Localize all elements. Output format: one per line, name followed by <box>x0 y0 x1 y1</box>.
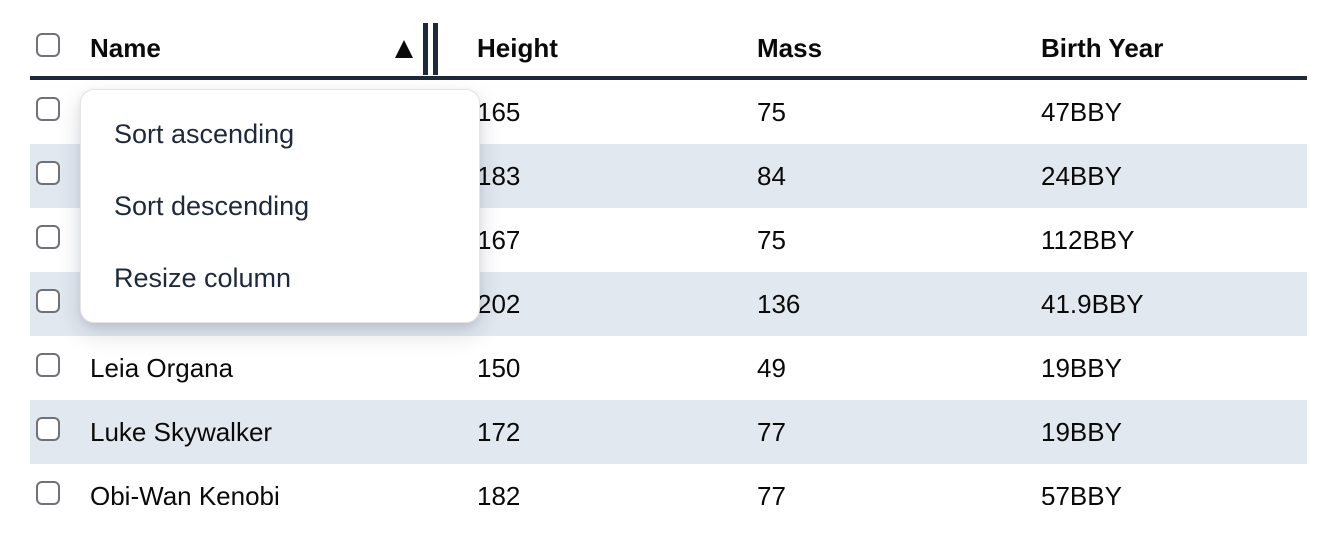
table-viewport: Name Height Mass Birth Year 165 75 47BBY <box>30 16 1307 505</box>
column-header-name[interactable]: Name <box>80 16 460 80</box>
cell-height: 182 <box>477 480 521 506</box>
row-checkbox[interactable] <box>36 288 60 313</box>
row-checkbox[interactable] <box>36 224 60 249</box>
table-row: Luke Skywalker 172 77 19BBY <box>30 400 1307 464</box>
resize-bar-icon <box>423 23 428 75</box>
cell-height: 183 <box>477 160 521 191</box>
cell-mass: 77 <box>757 416 786 447</box>
data-table: Name Height Mass Birth Year 165 75 47BBY <box>30 16 1307 505</box>
cell-mass: 49 <box>757 352 786 383</box>
cell-mass: 75 <box>757 96 786 127</box>
resize-bar-icon <box>433 23 438 75</box>
menu-item-sort-descending[interactable]: Sort descending <box>114 190 310 221</box>
menu-item-resize-column[interactable]: Resize column <box>114 262 292 293</box>
table-body: 165 75 47BBY 183 84 24BBY 167 75 112BBY <box>30 80 1307 505</box>
header-checkbox-cell <box>30 32 80 64</box>
cell-height: 150 <box>477 352 521 383</box>
cell-birth-year: 112BBY <box>1041 224 1135 255</box>
column-header-birth-year[interactable]: Birth Year <box>1041 32 1164 63</box>
column-resize-handle[interactable] <box>423 23 438 75</box>
table-header-row: Name Height Mass Birth Year <box>30 16 1307 80</box>
cell-mass: 136 <box>757 288 801 319</box>
sort-ascending-icon <box>395 40 413 58</box>
cell-height: 202 <box>477 288 521 319</box>
table-row: 202 136 41.9BBY <box>30 272 1307 336</box>
table-row: 167 75 112BBY <box>30 208 1307 272</box>
column-header-height[interactable]: Height <box>477 32 558 63</box>
column-header-name-label: Name <box>90 32 161 63</box>
column-context-menu: Sort ascending Sort descending Resize co… <box>80 89 480 323</box>
cell-height: 172 <box>477 416 521 447</box>
cell-mass: 75 <box>757 224 786 255</box>
cell-height: 167 <box>477 224 521 255</box>
select-all-checkbox[interactable] <box>36 32 60 57</box>
row-checkbox[interactable] <box>36 160 60 185</box>
cell-name: Leia Organa <box>90 352 234 383</box>
cell-birth-year: 47BBY <box>1041 96 1122 127</box>
row-checkbox[interactable] <box>36 96 60 121</box>
cell-mass: 77 <box>757 480 786 506</box>
cell-birth-year: 41.9BBY <box>1041 288 1144 319</box>
cell-birth-year: 57BBY <box>1041 480 1122 506</box>
cell-name: Luke Skywalker <box>90 416 273 447</box>
cell-birth-year: 19BBY <box>1041 352 1122 383</box>
table-row: Obi-Wan Kenobi 182 77 57BBY <box>30 464 1307 505</box>
table-row: Leia Organa 150 49 19BBY <box>30 336 1307 400</box>
menu-item-sort-ascending[interactable]: Sort ascending <box>114 118 295 149</box>
cell-birth-year: 24BBY <box>1041 160 1122 191</box>
cell-mass: 84 <box>757 160 786 191</box>
cell-name: Obi-Wan Kenobi <box>90 480 280 506</box>
table-row: 165 75 47BBY <box>30 80 1307 144</box>
column-header-mass[interactable]: Mass <box>757 32 823 63</box>
cell-height: 165 <box>477 96 521 127</box>
row-checkbox[interactable] <box>36 416 60 441</box>
cell-birth-year: 19BBY <box>1041 416 1122 447</box>
row-checkbox[interactable] <box>36 352 60 377</box>
row-checkbox[interactable] <box>36 480 60 505</box>
